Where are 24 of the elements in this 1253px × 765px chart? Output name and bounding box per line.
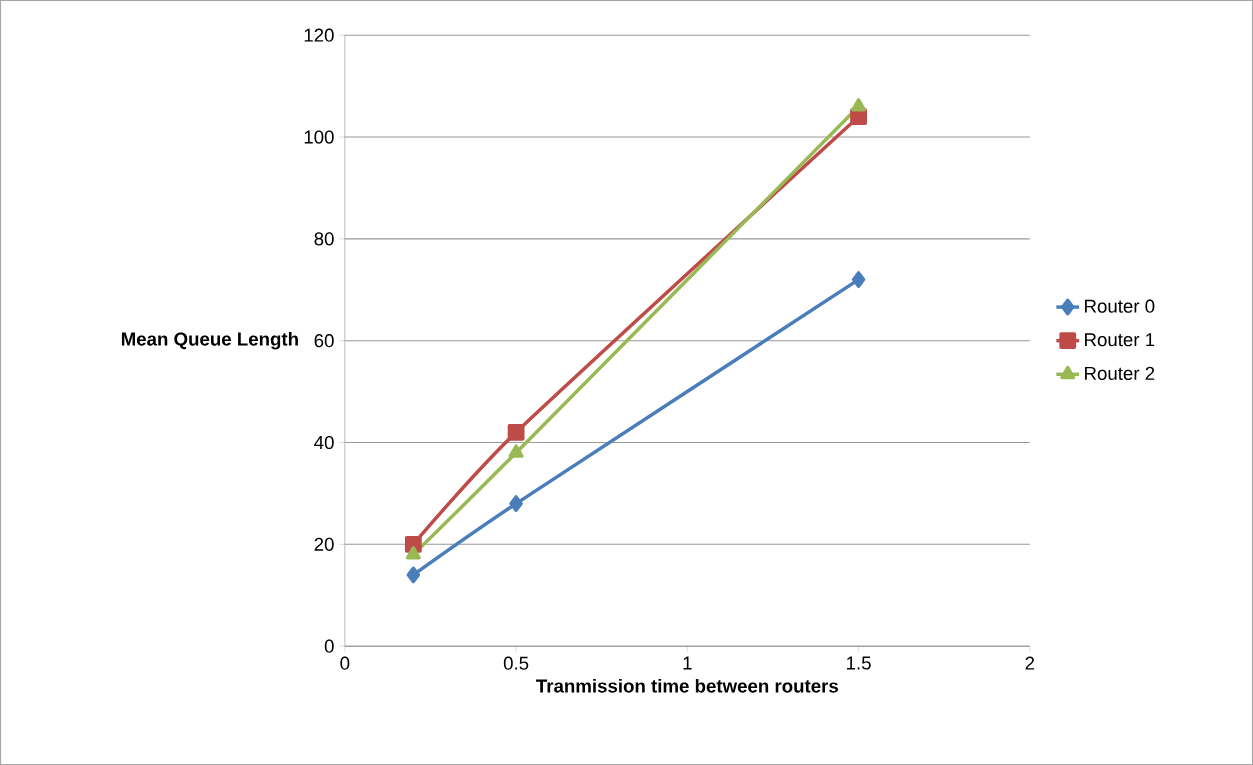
x-tick-label: 0.5 xyxy=(503,656,529,670)
y-tick-label: 40 xyxy=(314,435,334,450)
legend-label: Router 1 xyxy=(1085,333,1155,347)
legend-label: Router 0 xyxy=(1085,299,1155,313)
point xyxy=(507,423,525,441)
y-tick-label: 80 xyxy=(314,232,334,246)
y-tick-label: 20 xyxy=(314,537,334,551)
y-tick-label: 60 xyxy=(314,334,334,348)
x-axis-title: Tranmission time between routers xyxy=(536,678,838,693)
x-tick-label: 1.5 xyxy=(847,656,871,670)
point xyxy=(509,495,523,512)
y-tick-label: 120 xyxy=(304,28,334,42)
point xyxy=(851,271,866,288)
x-tick-label: 0 xyxy=(340,656,350,670)
y-tick-label: 0 xyxy=(324,639,334,653)
x-tick-label: 1 xyxy=(683,656,692,670)
y-axis-title: Mean Queue Length xyxy=(121,331,298,350)
point xyxy=(405,546,421,560)
point xyxy=(406,566,421,584)
x-tick-label: 2 xyxy=(1025,656,1035,670)
point xyxy=(851,98,867,112)
y-tick-label: 100 xyxy=(304,130,334,144)
legend-label: Router 2 xyxy=(1085,366,1155,380)
point xyxy=(508,444,524,458)
